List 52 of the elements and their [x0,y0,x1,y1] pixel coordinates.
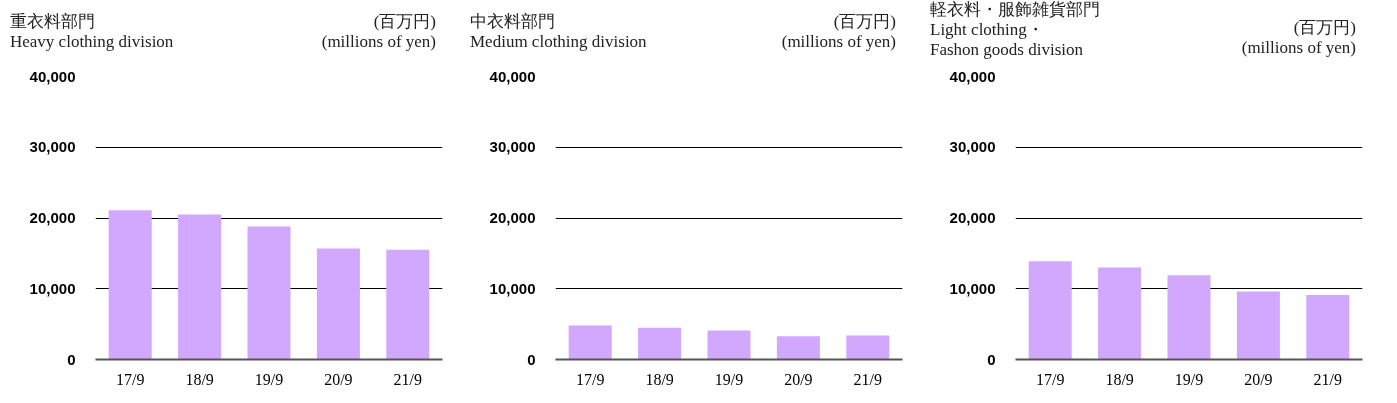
x-tick-label: 19/9 [1174,370,1204,388]
y-tick-label: 40,000 [949,67,996,85]
y-tick-label: 30,000 [489,138,536,156]
x-tick-label: 21/9 [853,370,883,388]
y-tick-label: 0 [987,350,996,368]
bar [1028,261,1072,360]
x-tick-label: 21/9 [393,370,423,388]
y-tick-label: 40,000 [29,67,76,85]
y-tick-label: 20,000 [29,209,76,226]
x-tick-label: 20/9 [324,370,353,388]
x-tick-label: 20/9 [1244,370,1273,388]
x-tick-label: 18/9 [645,370,674,388]
y-tick-label: 40,000 [489,67,536,85]
x-tick-label: 18/9 [185,370,214,388]
x-tick-label: 21/9 [1313,370,1343,388]
chart-title: 軽衣料・服飾雑貨部門 [930,0,1100,20]
bar [247,226,291,360]
x-tick-label: 17/9 [1035,370,1065,388]
bar [108,210,152,360]
bar [386,249,430,360]
bar [178,214,222,360]
y-tick-label: 10,000 [29,279,76,297]
y-tick-label: 10,000 [489,279,536,297]
bar [1306,295,1350,360]
bar [1098,267,1142,360]
y-tick-label: 20,000 [489,209,536,226]
y-tick-label: 0 [527,350,536,368]
y-tick-label: 0 [67,350,76,368]
chart-subtitle: Heavy clothing division [10,32,174,52]
text: (millions of yen) [321,32,436,52]
text: (百万円) [1292,18,1356,38]
chart-title: 中衣料部門 [470,12,556,32]
text: (百万円) [832,12,896,32]
y-tick-label: 30,000 [949,138,996,156]
x-tick-label: 17/9 [575,370,605,388]
text: (百万円) [372,12,436,32]
chart-title: 重衣料部門 [10,12,96,32]
x-tick-label: 19/9 [254,370,284,388]
bar [1236,291,1280,360]
x-tick-label: 19/9 [714,370,744,388]
x-tick-label: 17/9 [115,370,145,388]
y-tick-label: 20,000 [949,209,996,226]
x-tick-label: 20/9 [784,370,813,388]
y-tick-label: 30,000 [29,138,76,156]
y-tick-label: 10,000 [949,279,996,297]
chart-subtitle: Light clothing・ Fashon goods division [930,20,1085,60]
x-tick-label: 18/9 [1105,370,1134,388]
text: (millions of yen) [781,32,896,52]
bar [1167,275,1211,360]
bar [316,248,360,360]
text: (millions of yen) [1241,38,1356,58]
chart-subtitle: Medium clothing division [470,32,647,52]
